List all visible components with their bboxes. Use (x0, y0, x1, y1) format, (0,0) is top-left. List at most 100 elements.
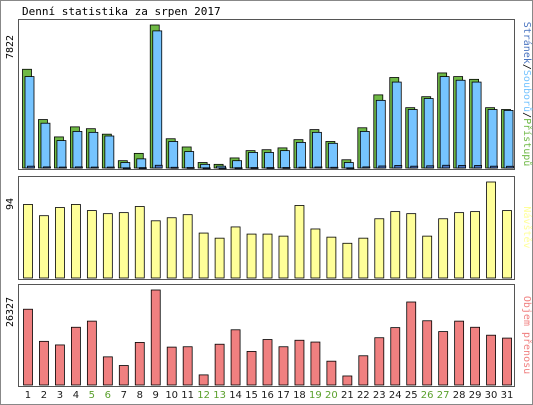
side-label-objem: Objem přenosu (521, 296, 533, 374)
side-label-pristupy: Stránek/Souborů/Přístupů (521, 22, 533, 167)
bar-objem (374, 337, 385, 386)
bar-objem (214, 343, 225, 386)
bar-objem (454, 320, 465, 386)
bar-objem (39, 340, 49, 386)
bar-navstevy (262, 233, 273, 279)
bar-stranek (90, 166, 99, 169)
bar-navstevy (374, 218, 385, 279)
bar-soubory (327, 142, 338, 169)
bar-soubory (24, 76, 35, 169)
side-label-part: / (521, 64, 532, 70)
bar-navstevy (71, 204, 81, 279)
bar-soubory (296, 142, 306, 169)
bar-stranek (43, 166, 51, 169)
panel-objem: 26327 Objem přenosu (5, 284, 533, 387)
bar-soubory (280, 150, 290, 169)
x-tick-label: 24 (389, 390, 402, 401)
bar-stranek (218, 167, 227, 170)
ymax-label-navstevy: 94 (5, 198, 16, 210)
bar-objem (422, 320, 433, 386)
bar-navstevy (390, 211, 401, 279)
bar-soubory (359, 131, 370, 169)
bar-stranek (266, 167, 275, 169)
bar-stranek (506, 165, 514, 169)
bar-stranek (330, 166, 339, 169)
side-label-part: Přístupů (521, 118, 533, 166)
bar-objem (102, 356, 113, 386)
side-label-navstevy: Návštěv (521, 206, 533, 248)
x-tick-label: 15 (245, 390, 258, 401)
bar-stranek (250, 167, 259, 169)
panel-frame-navstevy (18, 176, 515, 280)
bar-objem (310, 341, 321, 386)
side-label-part: Souborů (521, 70, 533, 112)
x-tick-label: 31 (501, 390, 514, 401)
bar-objem (71, 326, 81, 386)
bar-soubory (248, 152, 258, 169)
side-label-part: Stránek (521, 22, 533, 64)
bar-objem (390, 327, 401, 386)
bar-stranek (106, 166, 115, 169)
bar-objem (278, 346, 289, 386)
bar-navstevy (166, 217, 177, 279)
bar-stranek (410, 165, 419, 169)
bar-soubory (391, 81, 402, 169)
bar-navstevy (310, 228, 321, 279)
bar-objem (438, 331, 449, 386)
bar-objem (406, 301, 417, 386)
bar-stranek (394, 165, 403, 169)
bar-stranek (170, 166, 179, 169)
bar-stranek (202, 167, 211, 170)
bar-soubory (375, 99, 386, 169)
bar-objem (230, 329, 241, 386)
bar-navstevy (230, 226, 241, 279)
panel-frame-pristupy (18, 19, 515, 170)
x-tick-label: 25 (405, 390, 418, 401)
bar-objem (182, 346, 193, 386)
bar-navstevy (342, 242, 353, 279)
bar-navstevy (102, 213, 113, 279)
bar-stranek (154, 164, 163, 169)
bar-soubory (104, 135, 115, 169)
bar-navstevy (198, 232, 209, 279)
x-tick-label: 5 (89, 390, 95, 401)
bar-objem (23, 308, 33, 386)
bar-navstevy (39, 215, 49, 279)
bar-objem (262, 339, 273, 386)
x-tick-label: 29 (469, 390, 482, 401)
bar-objem (470, 326, 480, 386)
bar-navstevy (502, 210, 512, 279)
bar-objem (342, 375, 353, 386)
bar-soubory (120, 162, 131, 169)
bar-navstevy (134, 206, 145, 279)
bar-soubory (232, 160, 242, 169)
x-tick-label: 6 (105, 390, 111, 401)
bar-soubory (312, 131, 322, 169)
bar-stranek (314, 166, 323, 169)
bar-soubory (407, 109, 418, 169)
x-tick-label: 16 (261, 390, 274, 401)
bar-navstevy (486, 181, 496, 279)
bar-soubory (136, 158, 147, 169)
side-label-part: / (521, 112, 532, 118)
bar-soubory (343, 162, 354, 169)
bar-navstevy (326, 236, 337, 279)
x-tick-label: 1 (25, 390, 31, 401)
bar-soubory (471, 81, 482, 169)
x-tick-label: 20 (325, 390, 338, 401)
bar-soubory (168, 141, 179, 169)
bar-navstevy (470, 211, 480, 279)
x-tick-label: 28 (453, 390, 466, 401)
x-tick-label: 22 (357, 390, 370, 401)
ymax-label-pristupy: 7822 (5, 35, 16, 59)
bar-objem (326, 360, 337, 386)
x-tick-label: 12 (197, 390, 210, 401)
bar-soubory (439, 76, 450, 169)
bar-navstevy (294, 205, 305, 279)
bar-stranek (186, 167, 195, 169)
bar-stranek (442, 164, 451, 169)
bar-stranek (138, 167, 147, 170)
bar-soubory (152, 30, 163, 169)
x-tick-label: 4 (73, 390, 79, 401)
